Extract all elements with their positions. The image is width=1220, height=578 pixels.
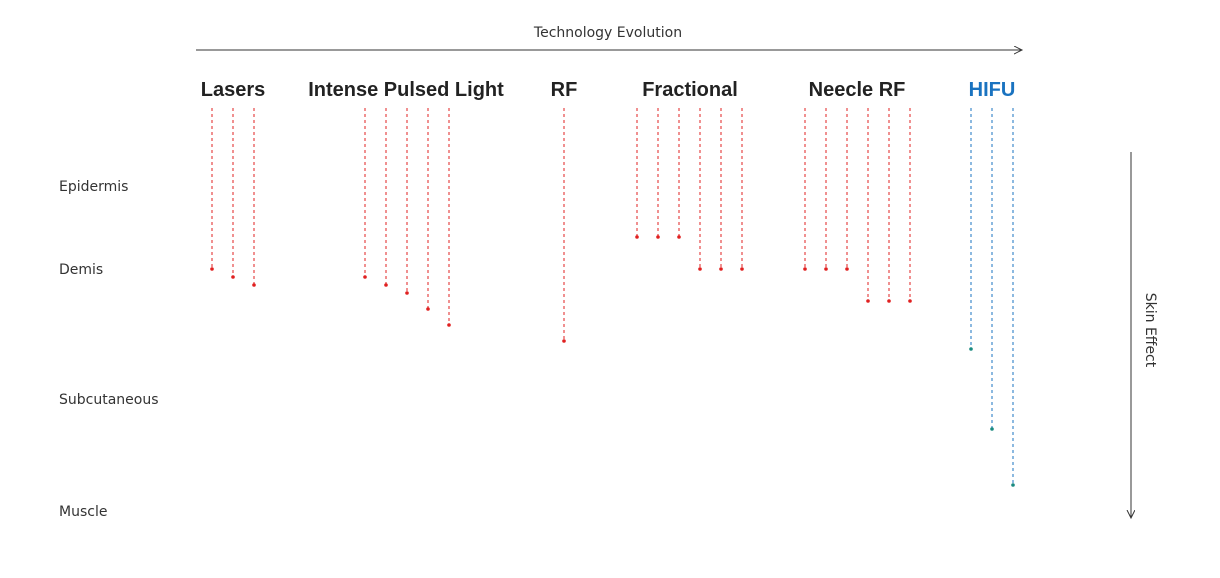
fractional-depth-point: [719, 267, 723, 271]
layer-label-demis: Demis: [59, 262, 104, 278]
needle-rf-depth-point: [845, 267, 849, 271]
ipl-depth-point: [363, 275, 367, 279]
needle-rf-depth-point: [887, 299, 891, 303]
ipl-depth-point: [426, 307, 430, 311]
ipl-depth-point: [405, 291, 409, 295]
skin-effect-label: Skin Effect: [1142, 292, 1158, 368]
tech-label-lasers: Lasers: [200, 79, 266, 101]
layer-label-subcutaneous: Subcutaneous: [59, 392, 159, 408]
layer-label-epidermis: Epidermis: [59, 179, 129, 195]
ipl-depth-point: [447, 323, 451, 327]
ipl-depth-point: [384, 283, 388, 287]
tech-label-ipl: Intense Pulsed Light: [308, 79, 504, 101]
needle-rf-depth-point: [866, 299, 870, 303]
fractional-depth-point: [740, 267, 744, 271]
hifu-depth-point: [969, 347, 973, 351]
hifu-depth-point: [990, 427, 994, 431]
fractional-depth-point: [677, 235, 681, 239]
lasers-depth-point: [231, 275, 235, 279]
lasers-depth-point: [252, 283, 256, 287]
lasers-depth-point: [210, 267, 214, 271]
tech-label-needle-rf: Neecle RF: [808, 79, 906, 101]
tech-label-rf: RF: [550, 79, 578, 101]
layer-label-muscle: Muscle: [59, 504, 108, 520]
needle-rf-depth-point: [824, 267, 828, 271]
needle-rf-depth-point: [908, 299, 912, 303]
tech-label-hifu: HIFU: [968, 79, 1016, 101]
rf-depth-point: [562, 339, 566, 343]
depth-lines: [210, 108, 1015, 487]
fractional-depth-point: [698, 267, 702, 271]
fractional-depth-point: [635, 235, 639, 239]
technology-evolution-label: Technology Evolution: [533, 25, 683, 41]
needle-rf-depth-point: [803, 267, 807, 271]
fractional-depth-point: [656, 235, 660, 239]
tech-label-fractional: Fractional: [642, 79, 738, 101]
hifu-depth-point: [1011, 483, 1015, 487]
